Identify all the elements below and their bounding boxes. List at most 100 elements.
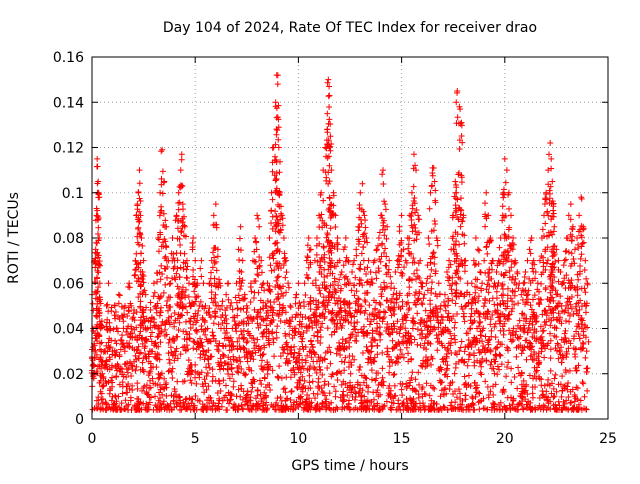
data-points — [88, 72, 592, 413]
data-point — [95, 401, 102, 408]
data-point — [245, 405, 252, 412]
data-point — [282, 389, 289, 396]
data-point — [407, 395, 414, 402]
y-axis-label: ROTI / TECUs — [6, 192, 22, 284]
data-point — [497, 405, 504, 412]
data-point — [467, 382, 474, 389]
data-point — [584, 387, 591, 394]
data-point — [158, 370, 165, 377]
data-point — [267, 386, 274, 393]
data-point — [148, 394, 155, 401]
data-point — [277, 406, 284, 413]
data-point — [190, 345, 197, 352]
data-point — [377, 391, 384, 398]
data-point — [581, 393, 588, 400]
data-point — [215, 400, 222, 407]
data-point — [258, 398, 265, 405]
data-point — [119, 390, 126, 397]
data-point — [339, 397, 346, 404]
data-point — [124, 312, 131, 319]
data-point — [447, 402, 454, 409]
data-point — [523, 381, 530, 388]
data-point — [273, 329, 280, 336]
data-point — [379, 406, 386, 413]
data-point — [469, 393, 476, 400]
data-point — [580, 380, 587, 387]
data-point — [403, 344, 410, 351]
y-tick-label: 0.08 — [53, 231, 84, 247]
data-point — [410, 403, 417, 410]
data-point — [500, 387, 507, 394]
data-point — [308, 399, 315, 406]
data-point — [111, 312, 118, 319]
data-point — [548, 390, 555, 397]
data-point — [104, 348, 111, 355]
data-point — [380, 378, 387, 385]
data-point — [288, 388, 295, 395]
data-point — [97, 340, 104, 347]
data-point — [95, 194, 102, 201]
data-point — [273, 334, 280, 341]
data-point — [176, 394, 183, 401]
data-point — [313, 369, 320, 376]
data-point — [415, 394, 422, 401]
data-point — [374, 387, 381, 394]
data-point — [244, 400, 251, 407]
data-point — [171, 309, 178, 316]
data-point — [199, 406, 206, 413]
data-point — [456, 406, 463, 413]
data-point — [523, 401, 530, 408]
data-point — [408, 355, 415, 362]
data-point — [477, 318, 484, 325]
data-point — [98, 396, 105, 403]
data-point — [230, 383, 237, 390]
data-point — [169, 375, 176, 382]
data-point — [567, 388, 574, 395]
data-point — [478, 397, 485, 404]
data-point — [522, 387, 529, 394]
data-point — [355, 390, 362, 397]
data-point — [451, 332, 458, 339]
data-point — [329, 371, 336, 378]
data-point — [409, 369, 416, 376]
data-point — [306, 366, 313, 373]
data-point — [239, 405, 246, 412]
data-point — [112, 337, 119, 344]
data-point — [113, 398, 120, 405]
data-point — [94, 230, 101, 237]
data-point — [191, 339, 198, 346]
data-point — [147, 318, 154, 325]
data-point — [561, 384, 568, 391]
data-point — [216, 406, 223, 413]
data-point — [443, 367, 450, 374]
x-tick-label: 5 — [191, 431, 200, 447]
data-point — [280, 386, 287, 393]
data-point — [118, 400, 125, 407]
x-tick-label: 20 — [496, 431, 514, 447]
data-point — [482, 333, 489, 340]
data-point — [507, 295, 514, 302]
data-point — [287, 396, 294, 403]
data-point — [391, 382, 398, 389]
data-point — [552, 401, 559, 408]
data-point — [453, 394, 460, 401]
data-point — [99, 396, 106, 403]
data-point — [558, 393, 565, 400]
data-point — [274, 395, 281, 402]
data-point — [520, 377, 527, 384]
data-point — [297, 331, 304, 338]
data-point — [97, 354, 104, 361]
data-point — [387, 404, 394, 411]
data-point — [274, 323, 281, 330]
data-point — [583, 406, 590, 413]
data-point — [208, 397, 215, 404]
data-point — [375, 309, 382, 316]
data-point — [214, 389, 221, 396]
data-point — [90, 362, 97, 369]
x-tick-label: 15 — [393, 431, 411, 447]
data-point — [405, 358, 412, 365]
data-point — [474, 382, 481, 389]
data-point — [156, 312, 163, 319]
data-point — [485, 392, 492, 398]
data-point — [135, 343, 142, 350]
